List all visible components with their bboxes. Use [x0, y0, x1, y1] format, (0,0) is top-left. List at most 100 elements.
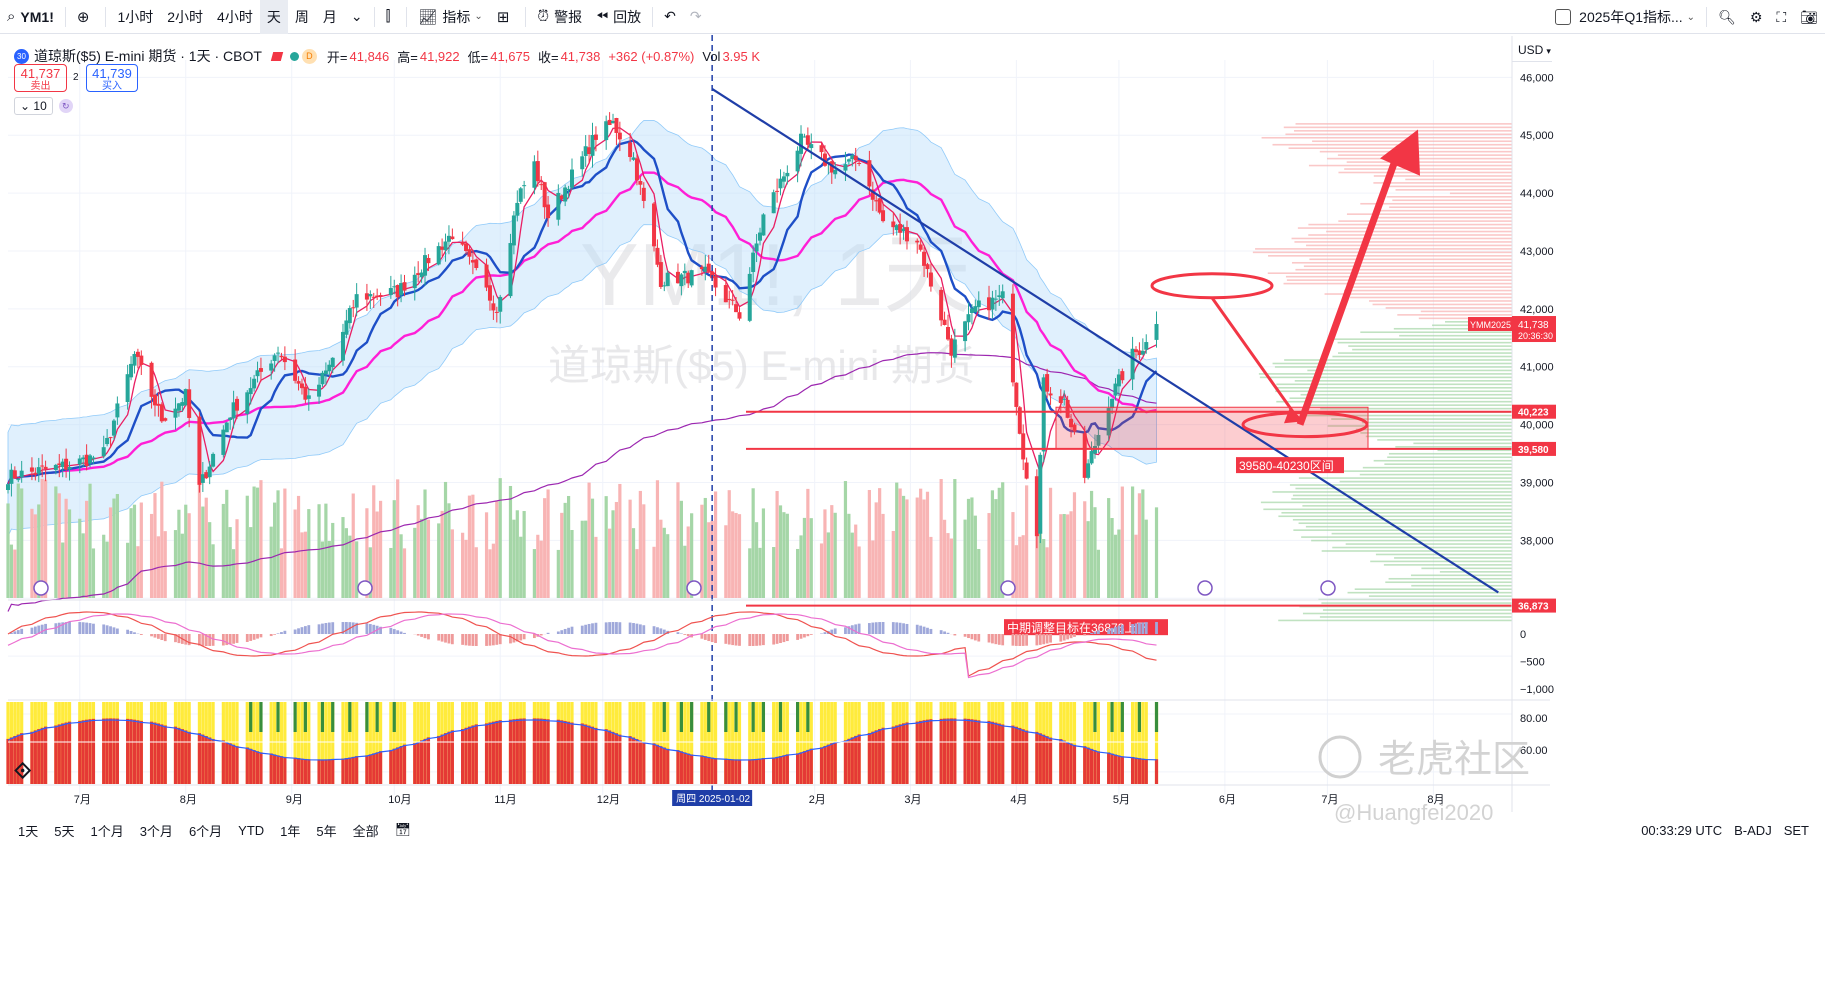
cycle-icon[interactable]: ↻: [58, 99, 73, 113]
interval-week[interactable]: 周: [294, 8, 309, 25]
range-3m[interactable]: 3个月: [139, 823, 173, 839]
alert-button[interactable]: ⏰︎ 警报: [530, 0, 589, 34]
undo-button[interactable]: ↶: [657, 0, 683, 34]
osc-bar: [690, 754, 694, 784]
macd-hist: [556, 631, 560, 634]
candle-body: [604, 121, 609, 141]
range-all[interactable]: 全部: [352, 823, 379, 839]
range-5d[interactable]: 5天: [54, 823, 75, 839]
fullscreen-button[interactable]: ⛶: [1769, 0, 1793, 34]
session-toggle[interactable]: SET: [1783, 822, 1809, 838]
volume-profile-bar: [1260, 501, 1512, 504]
range-1d[interactable]: 1天: [18, 823, 39, 839]
date-range-icon[interactable]: 📅︎: [394, 822, 412, 837]
indicators-button[interactable]: 📈︎ 指标 ⌄: [411, 0, 489, 34]
volume-bar: [713, 491, 718, 598]
volume-bar: [91, 548, 96, 598]
candle-body: [197, 416, 202, 485]
osc-bar: [102, 718, 106, 784]
interval-2h[interactable]: 2小时: [167, 8, 204, 25]
replay-button[interactable]: ⏪︎ 回放: [589, 0, 648, 34]
volume-profile-bar: [1370, 216, 1512, 219]
volume-bar: [566, 495, 571, 598]
chart-type-button[interactable]: ⫿: [379, 0, 403, 34]
indicator-toggle[interactable]: ⌄ 10: [14, 97, 53, 115]
interval-month[interactable]: 月: [322, 8, 337, 25]
candle-body: [675, 271, 680, 284]
osc-bar-bg: [255, 702, 260, 784]
osc-bar: [197, 733, 202, 784]
macd-hist: [464, 634, 468, 646]
volume-bar: [180, 533, 184, 598]
volume-bar: [751, 488, 755, 598]
chart-title[interactable]: 道琼斯($5) E-mini 期货 · 1天 · CBOT: [34, 48, 262, 64]
replay-label: 回放: [613, 8, 642, 25]
macd-hist: [225, 634, 229, 646]
candle-body: [778, 178, 783, 189]
macd-hist: [785, 634, 789, 642]
interval-4h[interactable]: 4小时: [217, 8, 253, 25]
templates-button[interactable]: ⊞: [490, 0, 522, 34]
candle-body: [566, 189, 571, 191]
macd-hist: [878, 622, 882, 634]
volume-bar: [464, 539, 468, 598]
osc-tick-label: 80.00: [1520, 713, 1548, 725]
candle-body: [973, 306, 978, 312]
snapshot-button[interactable]: 📷︎: [1793, 0, 1825, 34]
alarm-clock-icon: ⏰︎: [537, 8, 550, 25]
flag-icon[interactable]: [270, 51, 284, 61]
macd-hist: [61, 622, 65, 634]
volume-bar: [785, 513, 789, 598]
macd-hist: [85, 622, 89, 634]
candle-body: [296, 381, 301, 384]
volume-bar: [519, 536, 523, 598]
volume-profile-bar: [1449, 192, 1512, 195]
volume-profile-bar: [1370, 560, 1512, 563]
volume-bar: [40, 478, 44, 598]
arrow-down-line: [1210, 296, 1300, 420]
range-1y[interactable]: 1年: [280, 823, 301, 839]
symbol-search[interactable]: ⌕ YM1!: [0, 0, 61, 34]
candle-body: [658, 262, 663, 287]
range-1m[interactable]: 1个月: [90, 823, 124, 839]
macd-hist: [929, 628, 933, 634]
range-6m[interactable]: 6个月: [188, 823, 223, 839]
osc-bar: [642, 741, 646, 784]
time-tick-label: 9月: [286, 794, 303, 806]
macd-hist: [331, 622, 335, 634]
utc-clock[interactable]: 00:33:29 UTC: [1641, 822, 1723, 838]
candle-body: [132, 353, 137, 366]
settings-button[interactable]: ⚙︎: [1743, 0, 1770, 34]
macd-hist: [874, 622, 878, 634]
macd-hist: [734, 634, 738, 646]
adjustment-toggle[interactable]: B-ADJ: [1734, 822, 1772, 838]
macd-hist: [317, 624, 321, 634]
indicators-label: 指标: [442, 8, 471, 25]
osc-bar-bg: [378, 702, 383, 784]
compare-button[interactable]: ⊕: [70, 0, 102, 34]
osc-bar: [276, 755, 280, 784]
sell-button[interactable]: 41,737 卖出: [14, 64, 67, 92]
buy-button[interactable]: 41,739 买入: [86, 64, 138, 92]
volume-bar: [375, 511, 379, 598]
interval-1h[interactable]: 1小时: [117, 8, 154, 25]
quick-search-button[interactable]: 🔍︎: [1711, 0, 1743, 34]
osc-bar: [847, 738, 851, 784]
range-ytd[interactable]: YTD: [238, 822, 265, 838]
volume-bar: [963, 519, 967, 598]
volume-bar: [6, 503, 10, 598]
interval-dropdown[interactable]: ⌄: [344, 0, 370, 34]
volume-bar: [61, 542, 65, 598]
range-5y[interactable]: 5年: [316, 823, 337, 839]
volume-bar: [973, 515, 977, 598]
layout-selector[interactable]: 2025年Q1指标... ⌄: [1548, 0, 1702, 34]
candle-body: [518, 188, 523, 202]
candle-body: [252, 378, 257, 389]
macd-hist: [92, 623, 95, 634]
currency-selector[interactable]: USD: [1512, 40, 1552, 62]
macd-hist: [1117, 625, 1121, 634]
interval-day[interactable]: 天: [259, 0, 288, 34]
redo-button[interactable]: ↷: [683, 0, 709, 34]
macd-hist: [54, 623, 58, 634]
